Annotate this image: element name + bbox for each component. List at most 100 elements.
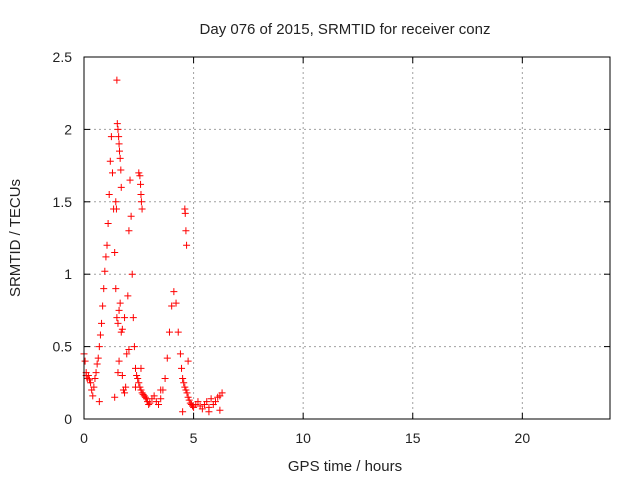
data-point [122, 383, 130, 391]
y-tick-label: 0.5 [53, 339, 73, 355]
data-point [130, 343, 138, 351]
data-point [185, 396, 193, 404]
data-point [116, 299, 124, 307]
data-point [212, 398, 219, 406]
data-point [188, 402, 196, 410]
grid-layer [84, 57, 610, 419]
x-tick-label: 5 [190, 430, 198, 446]
data-point [107, 133, 115, 141]
data-point [96, 331, 104, 339]
data-point [141, 393, 149, 401]
data-point [115, 133, 123, 141]
data-point [87, 379, 95, 387]
data-point [111, 248, 119, 256]
data-point [117, 328, 125, 336]
y-tick-label: 1 [64, 266, 72, 282]
data-point [118, 372, 126, 380]
data-point [115, 306, 123, 314]
data-point [172, 299, 180, 307]
data-point [179, 374, 187, 382]
data-point [123, 350, 131, 358]
data-point [101, 267, 109, 275]
data-point [170, 288, 178, 296]
data-point [106, 157, 114, 165]
x-axis-label: GPS time / hours [288, 458, 402, 475]
data-point [116, 147, 124, 155]
data-point [137, 364, 145, 372]
data-point [183, 389, 191, 397]
data-point [112, 285, 120, 293]
data-point [184, 357, 192, 365]
data-point [145, 401, 153, 409]
data-point [129, 314, 137, 322]
data-point [216, 406, 224, 414]
data-point [137, 180, 145, 188]
data-point [127, 212, 135, 220]
data-point [165, 328, 173, 336]
data-point [115, 140, 123, 148]
data-point [113, 76, 121, 84]
data-point [176, 350, 184, 358]
data-point [117, 166, 125, 174]
data-point [136, 172, 144, 180]
data-point [90, 383, 98, 391]
data-point [150, 392, 158, 400]
data-point [89, 392, 97, 400]
data-point [113, 314, 121, 322]
data-point [121, 314, 129, 322]
y-tick-label: 2.5 [53, 49, 73, 65]
data-point [112, 198, 120, 206]
data-point [182, 386, 190, 394]
data-point [91, 374, 99, 382]
y-axis-label: SRMTID / TECUs [7, 179, 24, 297]
x-tick-label: 10 [295, 430, 311, 446]
data-point [125, 227, 133, 235]
data-point [174, 328, 182, 336]
data-point [132, 383, 140, 391]
data-point [81, 357, 89, 365]
data-point [182, 227, 190, 235]
chart-title: Day 076 of 2015, SRMTID for receiver con… [200, 21, 491, 38]
data-point [111, 393, 119, 401]
data-point [218, 389, 226, 397]
data-point [98, 319, 106, 327]
y-tick-label: 2 [64, 121, 72, 137]
data-point [155, 401, 163, 409]
data-point [118, 325, 126, 333]
plot-frame [83, 56, 611, 420]
data-point [135, 379, 143, 387]
data-point [194, 398, 202, 406]
data-point [104, 220, 112, 228]
data-point [95, 343, 103, 351]
data-point [100, 285, 108, 293]
data-point [183, 241, 191, 249]
data-point [114, 319, 122, 327]
data-point [138, 205, 146, 213]
data-point [93, 360, 101, 368]
data-point [105, 191, 113, 199]
data-point [112, 205, 120, 213]
data-point [157, 395, 165, 403]
y-tick-label: 0 [64, 411, 72, 427]
data-point [207, 395, 215, 403]
data-point [178, 364, 186, 372]
data-point [157, 386, 165, 394]
x-tick-label: 20 [515, 430, 531, 446]
data-point [92, 369, 100, 377]
data-point [163, 354, 171, 362]
data-point [85, 376, 93, 384]
data-point [203, 398, 211, 406]
data-point [124, 292, 132, 300]
data-point [137, 191, 145, 199]
data-point [103, 241, 111, 249]
data-point [125, 345, 133, 353]
data-point [181, 209, 189, 217]
data-point [161, 374, 169, 382]
data-point [137, 386, 145, 394]
data-point [135, 169, 143, 177]
data-point [128, 270, 136, 278]
data-point [205, 408, 213, 416]
data-point [198, 405, 206, 413]
data-point [114, 125, 122, 133]
